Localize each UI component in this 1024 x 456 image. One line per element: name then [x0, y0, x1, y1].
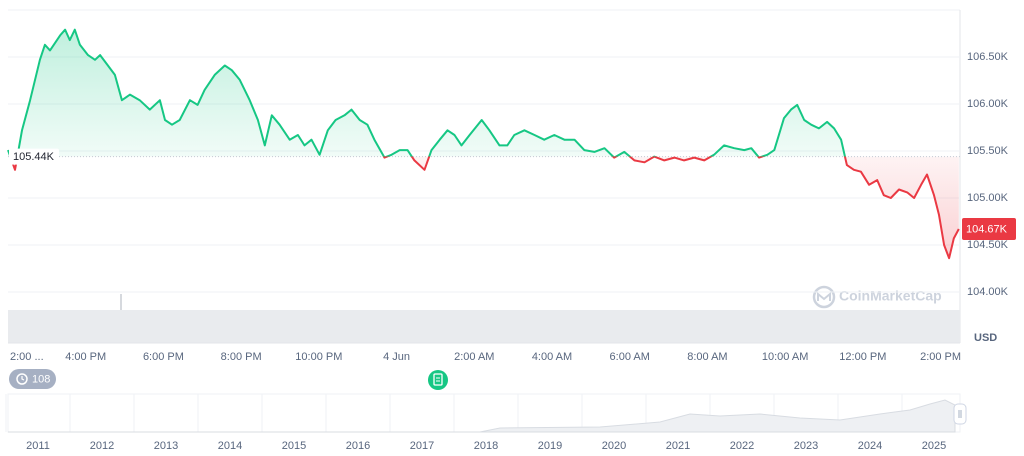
navigator-year-label: 2015 [282, 440, 306, 452]
watermark-text: CoinMarketCap [839, 288, 942, 304]
unit-label: USD [974, 332, 997, 344]
x-tick-label: 10:00 PM [295, 351, 342, 363]
history-badge[interactable]: 108 [9, 369, 56, 389]
x-tick-label: 2:00 ... [10, 351, 44, 363]
y-tick-label: 106.50K [967, 51, 1009, 63]
navigator-year-label: 2022 [730, 440, 754, 452]
navigator-area [8, 399, 956, 433]
navigator-year-label: 2019 [538, 440, 562, 452]
x-tick-label: 4 Jun [383, 351, 410, 363]
y-tick-label: 106.00K [967, 98, 1009, 110]
volume-spike [120, 294, 122, 310]
price-line [7, 28, 960, 260]
navigator-year-label: 2014 [218, 440, 242, 452]
navigator-year-label: 2025 [922, 440, 946, 452]
navigator-year-label: 2024 [858, 440, 882, 452]
volume-band [8, 310, 960, 343]
last-price-box [962, 218, 1016, 241]
navigator-handle[interactable] [953, 403, 967, 425]
x-tick-label: 8:00 AM [687, 351, 727, 363]
navigator-year-label: 2016 [346, 440, 370, 452]
badge-text: 108 [32, 373, 50, 385]
x-tick-label: 2:00 AM [454, 351, 494, 363]
x-tick-label: 12:00 PM [839, 351, 886, 363]
last-price-label: 104.67K [966, 223, 1008, 235]
navigator-year-label: 2012 [90, 440, 114, 452]
baseline-label: 105.44K [13, 151, 55, 163]
baseline-label-box [9, 148, 59, 165]
y-tick-label: 105.00K [967, 192, 1009, 204]
navigator-year-label: 2020 [602, 440, 626, 452]
x-tick-label: 8:00 PM [221, 351, 262, 363]
watermark: CoinMarketCap [812, 285, 942, 309]
y-tick-label: 104.50K [967, 239, 1009, 251]
navigator-year-label: 2011 [26, 440, 50, 452]
navigator-year-label: 2021 [666, 440, 690, 452]
price-area [8, 29, 959, 259]
x-tick-label: 2:00 PM [920, 351, 961, 363]
x-tick-label: 10:00 AM [762, 351, 808, 363]
navigator-year-label: 2023 [794, 440, 818, 452]
navigator-year-label: 2018 [474, 440, 498, 452]
y-tick-label: 105.50K [967, 145, 1009, 157]
x-tick-label: 4:00 PM [65, 351, 106, 363]
navigator-year-label: 2013 [154, 440, 178, 452]
x-tick-label: 6:00 AM [610, 351, 650, 363]
news-marker[interactable] [428, 370, 448, 390]
x-tick-label: 6:00 PM [143, 351, 184, 363]
navigator-year-label: 2017 [410, 440, 434, 452]
x-tick-label: 4:00 AM [532, 351, 572, 363]
y-tick-label: 104.00K [967, 286, 1009, 298]
